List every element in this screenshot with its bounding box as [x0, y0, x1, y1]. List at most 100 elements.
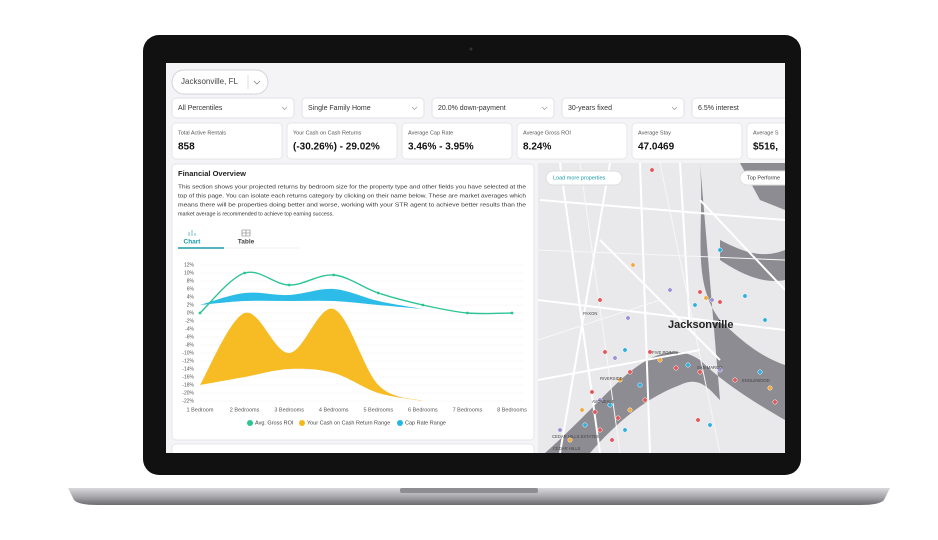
property-dot[interactable] — [637, 382, 643, 388]
property-dot[interactable] — [615, 415, 621, 421]
road — [559, 163, 611, 453]
property-dot[interactable] — [630, 262, 636, 268]
property-dot[interactable] — [717, 367, 723, 373]
tab: Table — [238, 239, 255, 246]
property-dot[interactable] — [709, 297, 715, 303]
road — [538, 349, 701, 381]
y-tick-label: 12% — [184, 262, 195, 268]
tab-icon — [188, 230, 196, 236]
property-dot[interactable] — [667, 287, 673, 293]
property-dot[interactable] — [772, 399, 778, 405]
y-tick-label: -16% — [182, 374, 194, 380]
property-dot[interactable] — [707, 422, 713, 428]
legend-swatch — [397, 420, 403, 426]
water — [545, 163, 785, 453]
property-dot[interactable] — [627, 407, 633, 413]
property-dot[interactable] — [622, 427, 628, 433]
line-point — [332, 273, 336, 277]
property-dot[interactable] — [647, 349, 653, 355]
line — [199, 271, 513, 315]
property-dot[interactable] — [673, 365, 679, 371]
x-tick-label: 4 Bedrooms — [319, 407, 349, 413]
property-dot[interactable] — [757, 369, 763, 375]
line-point — [243, 271, 246, 275]
property-dot[interactable] — [717, 299, 723, 305]
property-dot[interactable] — [602, 349, 608, 355]
description-line: This section shows your projected return… — [178, 184, 526, 190]
stat-value: $516, — [753, 142, 778, 153]
property-dot[interactable] — [567, 437, 573, 443]
property-dot[interactable] — [692, 302, 698, 308]
property-dot[interactable] — [589, 389, 595, 395]
map-place: ENGLEWOOD — [742, 378, 770, 383]
property-dot[interactable] — [607, 402, 613, 408]
property-dot[interactable] — [649, 167, 655, 173]
property-dot[interactable] — [697, 289, 703, 295]
y-tick-label: 8% — [187, 278, 195, 284]
stat-value: 3.46% - 3.95% — [408, 142, 474, 153]
location-select[interactable] — [171, 69, 269, 95]
legend-label[interactable]: Your Cash on Cash Return Range — [307, 420, 390, 426]
property-dot[interactable] — [717, 247, 723, 253]
stat-value: 8.24% — [523, 142, 551, 153]
property-dot[interactable] — [762, 317, 768, 323]
stat-card — [746, 122, 785, 160]
property-dot[interactable] — [592, 409, 598, 415]
stat-label: Average S — [753, 130, 779, 136]
dashboard: Jacksonville, FL All Percentiles Single Fa… — [171, 69, 814, 453]
property-dot[interactable] — [597, 297, 603, 303]
filter-text: 30-years fixed — [568, 105, 612, 112]
y-tick-label: 2% — [187, 302, 195, 308]
filter-select[interactable] — [301, 97, 425, 119]
stat-label: Average Cap Rate — [408, 130, 453, 136]
property-dot[interactable] — [695, 417, 701, 423]
filter-select[interactable] — [171, 97, 295, 119]
x-tick-label: 7 Bedrooms — [453, 407, 483, 413]
property-dot[interactable] — [609, 437, 615, 443]
property-dot[interactable] — [697, 369, 703, 375]
legend-swatch — [247, 420, 253, 426]
map-city: Jacksonville — [668, 319, 733, 331]
legend-label[interactable]: Cap Rate Range — [405, 420, 446, 426]
property-dot[interactable] — [732, 377, 738, 383]
filter-select[interactable] — [691, 97, 814, 119]
map-place: CEDAR HILLS ESTATES — [552, 434, 599, 439]
property-dot[interactable] — [597, 397, 603, 403]
property-dot[interactable] — [685, 362, 691, 368]
stat-label: Average Gross ROI — [523, 130, 571, 136]
property-dot[interactable] — [625, 315, 631, 321]
property-dot[interactable] — [612, 355, 618, 361]
map-place: CEDAR HILLS — [553, 446, 581, 451]
property-dot[interactable] — [579, 407, 585, 413]
map-place: PAXON — [583, 311, 597, 316]
property-dot[interactable] — [627, 369, 633, 375]
map-button[interactable] — [545, 170, 623, 186]
legend-label[interactable]: Avg. Gross ROI — [255, 420, 294, 426]
stat-card — [286, 122, 398, 160]
laptop-notch — [400, 488, 538, 493]
property-dot[interactable] — [642, 397, 648, 403]
y-tick-label: -12% — [182, 358, 194, 364]
property-dot[interactable] — [703, 295, 709, 301]
property-dot[interactable] — [767, 385, 773, 391]
y-tick-label: -6% — [185, 334, 194, 340]
road — [538, 299, 661, 341]
property-dot[interactable] — [557, 427, 563, 433]
property-dot[interactable] — [597, 427, 603, 433]
map-button[interactable] — [739, 170, 800, 186]
tab: Chart — [184, 239, 202, 246]
property-dot[interactable] — [742, 293, 748, 299]
line-point — [376, 291, 380, 295]
property-dot[interactable] — [657, 357, 663, 363]
map-button-text[interactable]: Load more properties — [553, 175, 606, 181]
stat-value: 47.0469 — [638, 142, 675, 153]
description-line: top of this page. You can isolate each r… — [178, 193, 526, 199]
y-tick-label: -10% — [182, 350, 194, 356]
filter-select[interactable] — [561, 97, 685, 119]
map-button-text[interactable]: Top Performe — [747, 175, 780, 181]
property-dot[interactable] — [617, 377, 623, 383]
property-dot[interactable] — [622, 347, 628, 353]
filter-select[interactable] — [431, 97, 555, 119]
road — [699, 199, 785, 291]
property-dot[interactable] — [582, 422, 588, 428]
